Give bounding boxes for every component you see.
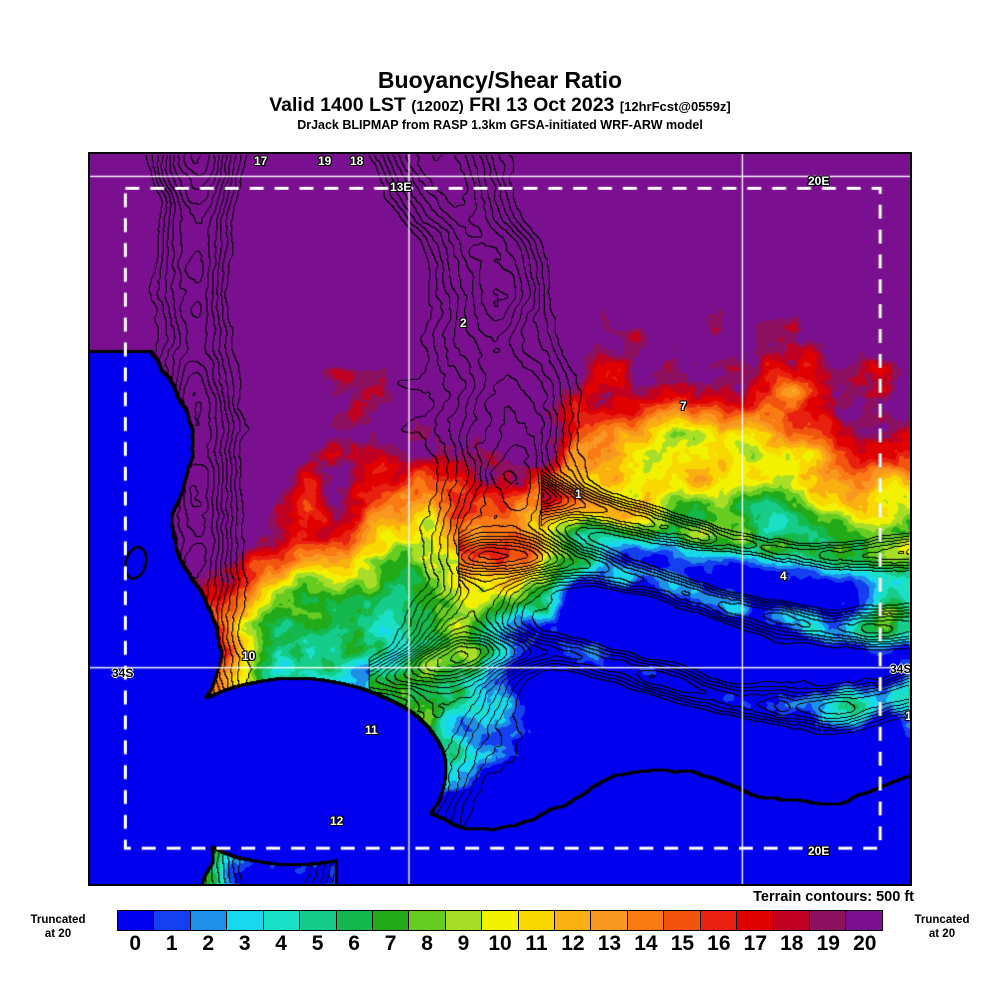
- colorbar-tick-2: 2: [202, 932, 215, 955]
- truncated-right-line2: at 20: [928, 928, 956, 941]
- truncated-right-line1: Truncated: [914, 914, 970, 926]
- colorbar-band-1: [154, 911, 191, 930]
- colorbar-tick-18: 18: [780, 932, 804, 955]
- colorbar-band-3: [227, 911, 264, 930]
- colorbar-tick-19: 19: [816, 932, 840, 955]
- colorbar-band-2: [190, 911, 228, 930]
- colorbar-band-9: [445, 911, 483, 930]
- colorbar-tick-12: 12: [561, 932, 585, 955]
- truncated-left-note: Truncated at 20: [6, 913, 110, 942]
- colorbar-tick-labels: 0 1 2 3 4 5 6 7 8 9 10 11 12 13 14 15 16 17 18 19 20: [117, 933, 883, 959]
- colorbar-tick-7: 7: [384, 932, 397, 955]
- valid-time-line: Valid 1400 LST (1200Z) FRI 13 Oct 2023 […: [0, 95, 1000, 115]
- colorbar-band-11: [518, 911, 556, 930]
- colorbar-tick-4: 4: [275, 932, 287, 955]
- colorbar-tick-15: 15: [670, 932, 695, 955]
- colorbar-tick-13: 13: [597, 932, 622, 955]
- colorbar-tick-16: 16: [707, 932, 731, 955]
- truncated-left-line2: at 20: [44, 928, 72, 941]
- valid-date: FRI 13 Oct 2023: [463, 94, 620, 117]
- colorbar-band-6: [336, 911, 373, 930]
- colorbar-band-15: [664, 911, 701, 930]
- colorbar-band-5: [300, 911, 337, 930]
- forecast-tag: [12hrFcst@0559z]: [619, 99, 731, 115]
- truncated-left-line1: Truncated: [30, 914, 86, 926]
- colorbar-tick-10: 10: [488, 932, 512, 955]
- colorbar: Truncated at 20 0 1 2 3 4 5 6 7 8 9 10 11 12 13 14 15 16…: [0, 905, 1000, 965]
- model-source-line: DrJack BLIPMAP from RASP 1.3km GFSA-init…: [297, 117, 703, 132]
- colorbar-band-17: [737, 911, 774, 930]
- colorbar-tick-9: 9: [457, 932, 470, 955]
- colorbar-tick-14: 14: [634, 932, 658, 955]
- colorbar-band-14: [627, 911, 665, 930]
- terrain-contour-note: Terrain contours: 500 ft: [753, 889, 914, 905]
- colorbar-band-16: [700, 911, 738, 930]
- colorbar-tick-3: 3: [238, 932, 251, 955]
- colorbar-band-20: [846, 911, 882, 930]
- valid-time-utc: (1200Z): [411, 98, 464, 116]
- truncated-right-note: Truncated at 20: [890, 913, 994, 942]
- map-plot-area: 17 19 18 2 7 1 4 10 11 12 1 20E 13E 34S 34S 20E: [88, 152, 912, 886]
- colorbar-tick-11: 11: [525, 932, 548, 955]
- page-title: Buoyancy/Shear Ratio: [377, 67, 623, 93]
- colorbar-tick-6: 6: [348, 932, 360, 955]
- buoyancy-shear-heatmap: [90, 154, 910, 884]
- colorbar-tick-1: 1: [165, 932, 178, 955]
- colorbar-tick-5: 5: [311, 932, 324, 955]
- colorbar-band-13: [591, 911, 628, 930]
- valid-time-prefix: Valid 1400 LST: [269, 94, 412, 117]
- colorbar-band-10: [482, 911, 519, 930]
- colorbar-band-7: [372, 911, 410, 930]
- colorbar-tick-17: 17: [743, 932, 768, 955]
- colorbar-gradient-strip: [117, 910, 883, 931]
- colorbar-tick-20: 20: [853, 932, 877, 955]
- colorbar-tick-8: 8: [421, 932, 433, 955]
- colorbar-band-19: [810, 911, 847, 930]
- colorbar-band-0: [118, 911, 155, 930]
- title-block: Buoyancy/Shear Ratio Valid 1400 LST (120…: [0, 68, 1000, 132]
- colorbar-band-12: [555, 911, 592, 930]
- colorbar-band-8: [409, 911, 446, 930]
- colorbar-band-4: [263, 911, 301, 930]
- colorbar-band-18: [773, 911, 811, 930]
- colorbar-tick-0: 0: [129, 932, 142, 955]
